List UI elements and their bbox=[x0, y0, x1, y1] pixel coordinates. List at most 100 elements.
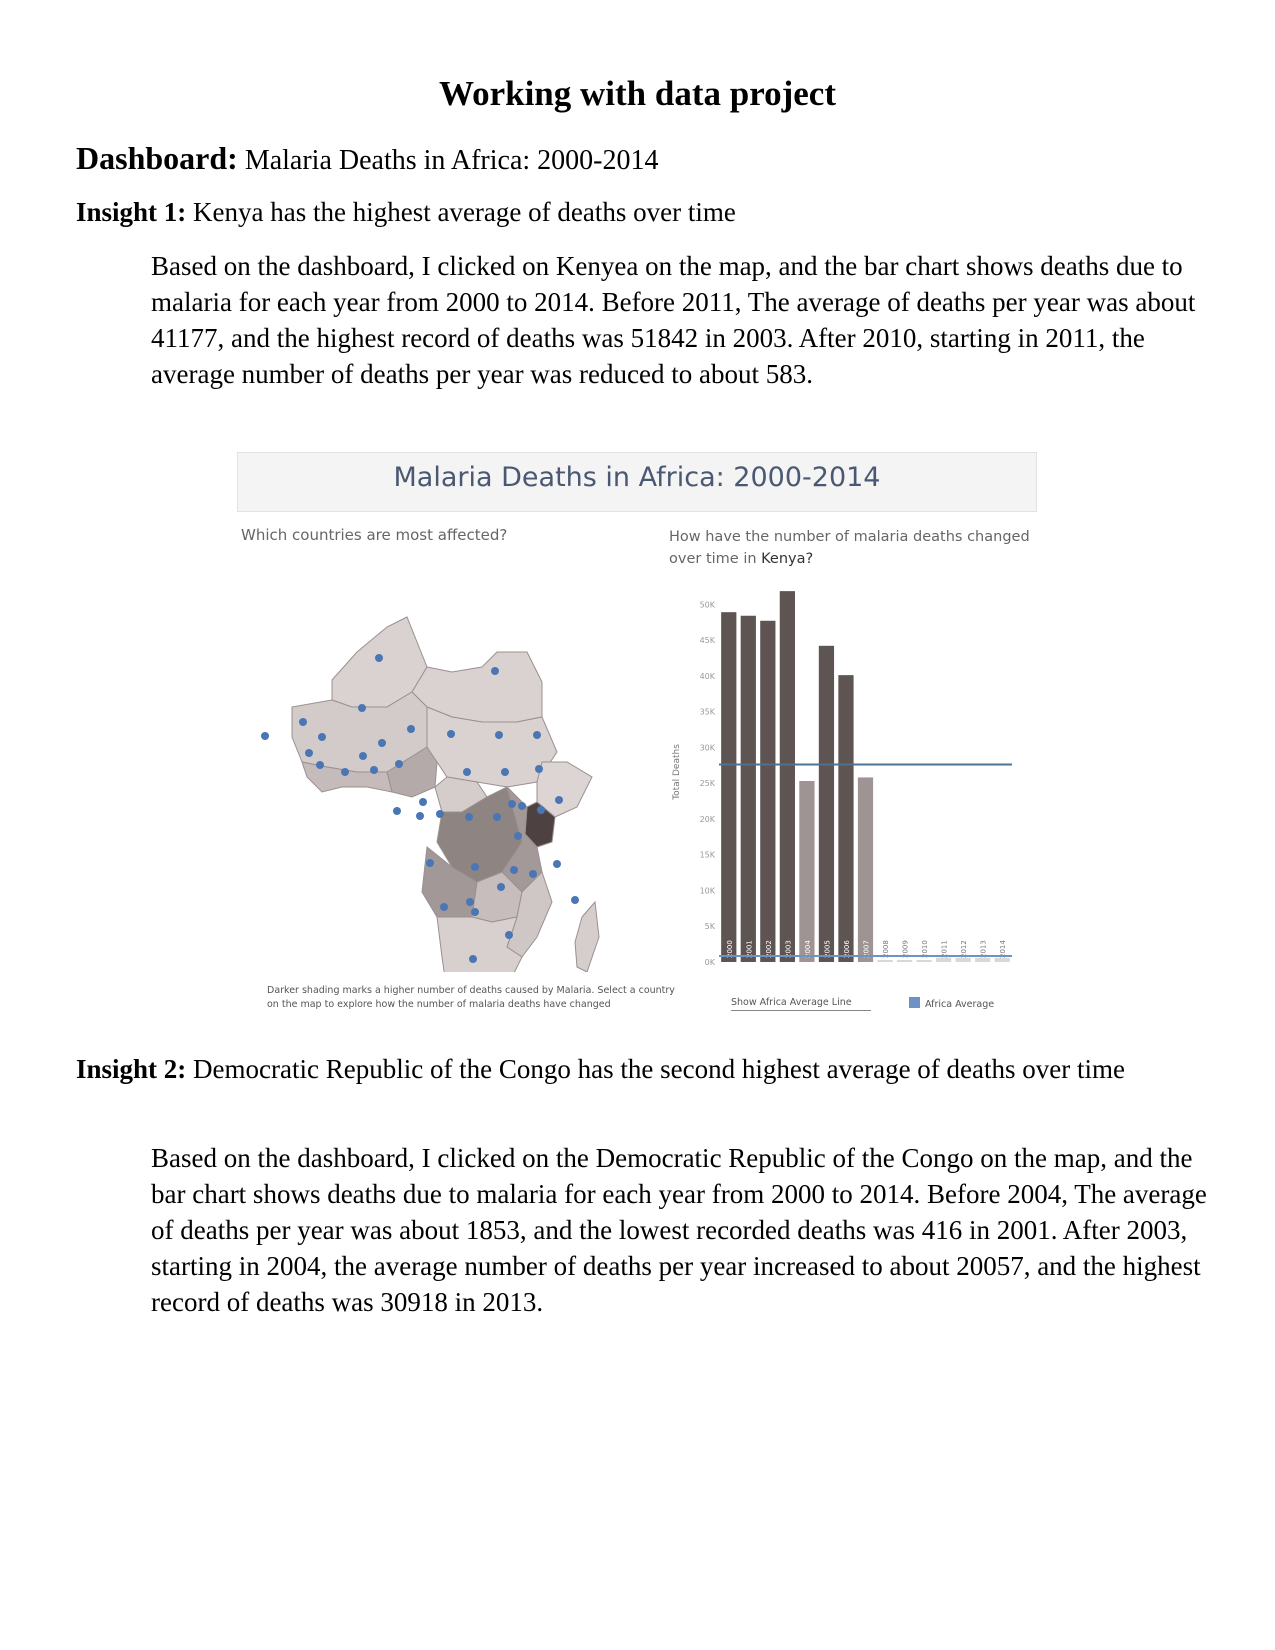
x-tick-label: 2003 bbox=[784, 940, 792, 958]
deaths-bar-chart[interactable]: Total Deaths 0K 5K 10K 15K 20K 25K 30K 35K 40K 45… bbox=[667, 582, 1017, 992]
map-dot[interactable] bbox=[491, 667, 499, 675]
map-dot[interactable] bbox=[395, 760, 403, 768]
africa-map[interactable] bbox=[237, 572, 637, 972]
bar-2001[interactable] bbox=[740, 615, 756, 962]
map-dot[interactable] bbox=[493, 813, 501, 821]
chart-question: How have the number of malaria deaths ch… bbox=[669, 526, 1039, 570]
map-dot[interactable] bbox=[471, 863, 479, 871]
y-tick-label: 0K bbox=[705, 958, 716, 967]
dashboard-image: Malaria Deaths in Africa: 2000-2014 Whic… bbox=[237, 452, 1037, 1012]
map-dot[interactable] bbox=[518, 802, 526, 810]
map-dot[interactable] bbox=[419, 798, 427, 806]
map-dot[interactable] bbox=[469, 955, 477, 963]
map-dot[interactable] bbox=[555, 796, 563, 804]
map-dot[interactable] bbox=[378, 739, 386, 747]
map-dot[interactable] bbox=[505, 931, 513, 939]
insight-1-heading-line: Insight 1: Kenya has the highest average… bbox=[76, 194, 1196, 230]
y-tick-label: 35K bbox=[700, 708, 716, 717]
bar-2005[interactable] bbox=[818, 645, 835, 962]
map-dot[interactable] bbox=[316, 761, 324, 769]
map-dot[interactable] bbox=[537, 806, 545, 814]
insight-1-label: Insight 1: bbox=[76, 197, 187, 227]
y-tick-label: 30K bbox=[700, 743, 716, 752]
chart-question-text: How have the number of malaria deaths ch… bbox=[669, 529, 1030, 567]
map-region-madagascar[interactable] bbox=[574, 900, 600, 972]
bar-2004[interactable] bbox=[799, 781, 815, 962]
map-dot[interactable] bbox=[416, 812, 424, 820]
map-dot[interactable] bbox=[529, 870, 537, 878]
bar-2008[interactable] bbox=[877, 960, 893, 962]
x-tick-label: 2001 bbox=[745, 940, 753, 958]
y-tick-label: 50K bbox=[700, 600, 716, 609]
map-dot[interactable] bbox=[299, 718, 307, 726]
document-title: Working with data project bbox=[439, 74, 836, 113]
map-dot[interactable] bbox=[571, 896, 579, 904]
y-tick-label: 45K bbox=[700, 636, 716, 645]
bar-2000[interactable] bbox=[721, 612, 737, 962]
insight-2-paragraph: Based on the dashboard, I clicked on the… bbox=[151, 1143, 1207, 1317]
map-dot[interactable] bbox=[553, 860, 561, 868]
chart-question-country: Kenya? bbox=[761, 551, 814, 567]
map-dot[interactable] bbox=[305, 749, 313, 757]
dashboard-name: Malaria Deaths in Africa: 2000-2014 bbox=[244, 145, 659, 176]
map-dot[interactable] bbox=[375, 654, 383, 662]
dashboard-title: Malaria Deaths in Africa: 2000-2014 bbox=[393, 462, 881, 493]
y-axis-label: Total Deaths bbox=[672, 744, 682, 801]
map-dot[interactable] bbox=[533, 731, 541, 739]
map-dot[interactable] bbox=[514, 832, 522, 840]
x-tick-label: 2014 bbox=[999, 940, 1007, 958]
x-tick-label: 2011 bbox=[941, 940, 949, 958]
y-tick-label: 40K bbox=[700, 672, 716, 681]
dashboard-header: Malaria Deaths in Africa: 2000-2014 bbox=[237, 452, 1037, 512]
map-dot[interactable] bbox=[497, 883, 505, 891]
bar-2006[interactable] bbox=[838, 675, 854, 962]
x-tick-label: 2004 bbox=[804, 940, 812, 958]
map-dot[interactable] bbox=[471, 908, 479, 916]
x-tick-label: 2005 bbox=[823, 940, 831, 958]
x-tick-label: 2008 bbox=[882, 940, 890, 958]
map-dot[interactable] bbox=[440, 903, 448, 911]
x-tick-label: 2000 bbox=[726, 940, 734, 958]
bar-2014[interactable] bbox=[994, 957, 1010, 962]
map-dot[interactable] bbox=[463, 768, 471, 776]
map-dot[interactable] bbox=[341, 768, 349, 776]
bar-2007[interactable] bbox=[857, 777, 874, 962]
y-tick-label: 25K bbox=[700, 779, 716, 788]
map-dot[interactable] bbox=[318, 733, 326, 741]
map-dot[interactable] bbox=[535, 765, 543, 773]
map-note: Darker shading marks a higher number of … bbox=[267, 985, 675, 1010]
insight-1-paragraph: Based on the dashboard, I clicked on Ken… bbox=[151, 251, 1196, 389]
bar-2002[interactable] bbox=[760, 620, 776, 962]
map-dot[interactable] bbox=[436, 810, 444, 818]
bar-2013[interactable] bbox=[975, 957, 991, 962]
map-dot[interactable] bbox=[426, 859, 434, 867]
map-region-south[interactable] bbox=[436, 916, 523, 972]
map-dot[interactable] bbox=[466, 898, 474, 906]
dashboard-label: Dashboard: bbox=[76, 140, 238, 176]
map-dot[interactable] bbox=[495, 731, 503, 739]
x-tick-label: 2009 bbox=[902, 940, 910, 958]
legend-label: Africa Average bbox=[925, 999, 995, 1010]
map-dot[interactable] bbox=[358, 704, 366, 712]
insight-2-heading: Democratic Republic of the Congo has the… bbox=[193, 1054, 1125, 1084]
y-tick-label: 5K bbox=[705, 922, 716, 931]
map-dot[interactable] bbox=[261, 732, 269, 740]
map-dot[interactable] bbox=[447, 730, 455, 738]
map-dot[interactable] bbox=[501, 768, 509, 776]
bar-2003[interactable] bbox=[779, 591, 795, 962]
map-dot[interactable] bbox=[510, 866, 518, 874]
map-dot[interactable] bbox=[370, 766, 378, 774]
bar-2011[interactable] bbox=[936, 957, 952, 962]
average-line-toggle[interactable]: Show Africa Average Line bbox=[731, 997, 871, 1011]
bar-2012[interactable] bbox=[955, 957, 971, 962]
y-tick-label: 15K bbox=[700, 851, 716, 860]
map-dot[interactable] bbox=[508, 800, 516, 808]
map-dot[interactable] bbox=[465, 813, 473, 821]
map-dot[interactable] bbox=[359, 752, 367, 760]
map-region-horn[interactable] bbox=[536, 761, 593, 818]
map-dot[interactable] bbox=[393, 807, 401, 815]
x-tick-label: 2010 bbox=[921, 940, 929, 958]
map-dot[interactable] bbox=[407, 725, 415, 733]
bar-2010[interactable] bbox=[916, 960, 932, 962]
bar-2009[interactable] bbox=[896, 960, 913, 962]
